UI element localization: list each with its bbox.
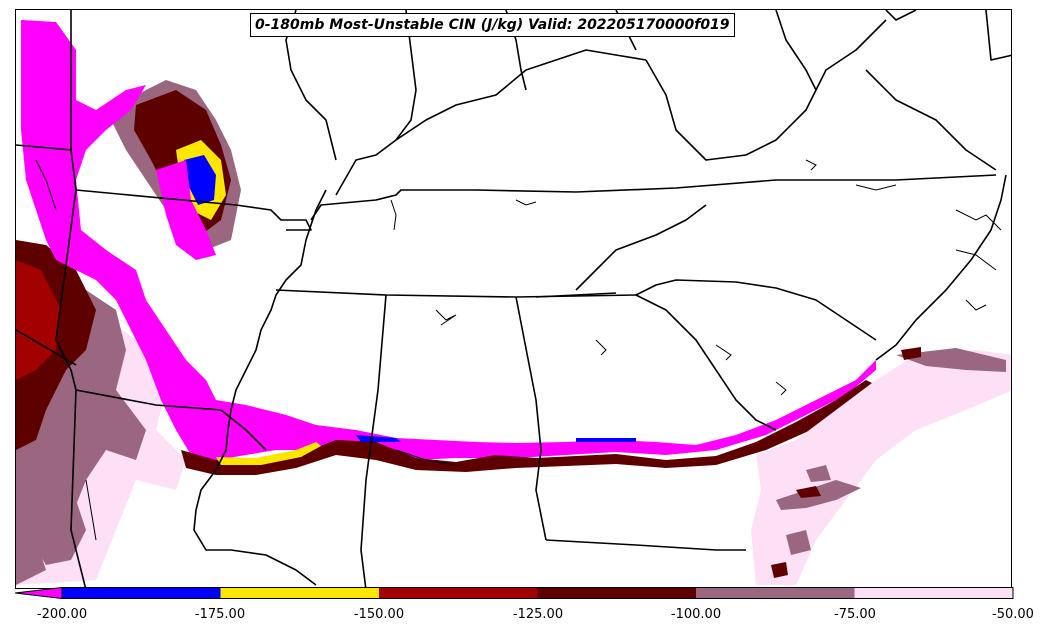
- cin-yellow-south: [216, 442, 321, 465]
- colorbar-tick-label: -100.00: [670, 607, 722, 622]
- map-title: 0-180mb Most-Unstable CIN (J/kg) Valid: …: [250, 13, 735, 37]
- colorbar-bin: [854, 587, 1014, 599]
- colorbar-bin: [537, 587, 697, 599]
- cin-darkred-south: [181, 380, 876, 475]
- colorbar-bins: [15, 587, 1014, 599]
- cin-shading: [16, 20, 1011, 585]
- colorbar-bin: [379, 587, 538, 599]
- map-panel: [15, 9, 1012, 589]
- colorbar-extend-triangle: [15, 587, 63, 599]
- coastline-details: [35, 159, 1002, 541]
- colorbar-tick-label: -175.00: [194, 607, 246, 622]
- colorbar-tick-label: -150.00: [353, 607, 405, 622]
- cin-mauve-southeast: [776, 348, 1006, 555]
- colorbar-tick-label: -50.00: [992, 607, 1034, 622]
- cin-blue-north: [184, 155, 216, 205]
- colorbar-tick-label: -125.00: [512, 607, 564, 622]
- colorbar-bin: [696, 587, 855, 599]
- cin-blue-south: [356, 435, 636, 442]
- colorbar-bin: [220, 587, 380, 599]
- colorbar: [15, 587, 1014, 599]
- cin-magenta-main: [21, 20, 876, 460]
- colorbar-outline: [61, 587, 1014, 599]
- colorbar-tick-label: -75.00: [834, 607, 876, 622]
- colorbar-bin: [62, 587, 221, 599]
- cin-light-southeast: [751, 350, 1011, 585]
- cin-magenta-lobe: [156, 160, 216, 260]
- cin-map: [16, 10, 1011, 588]
- colorbar-tick-label: -200.00: [36, 607, 88, 622]
- cin-mauve-southwest: [16, 475, 86, 585]
